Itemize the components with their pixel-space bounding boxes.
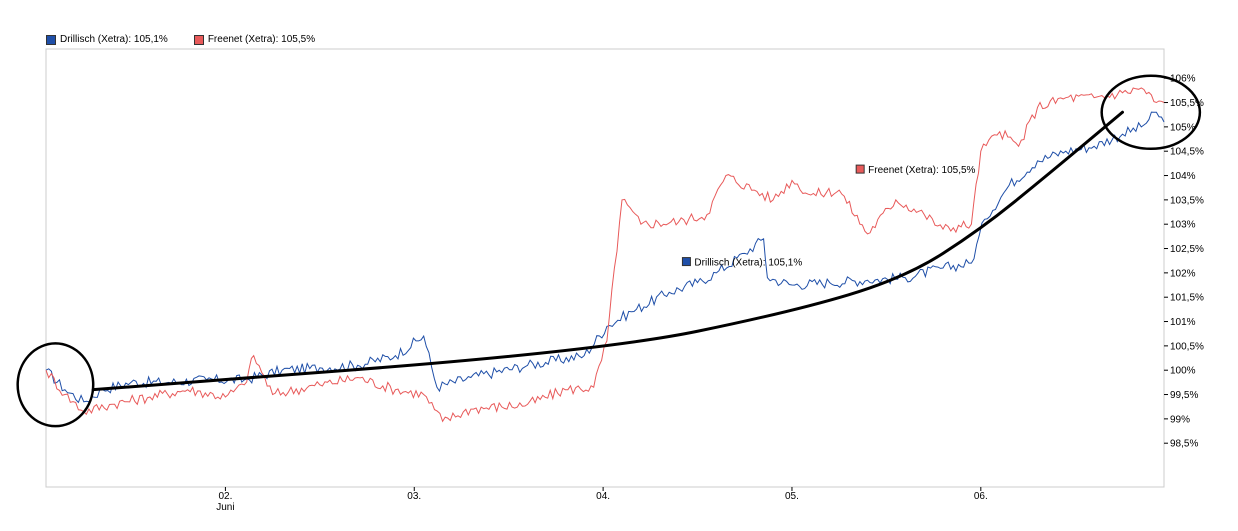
- inline-label-swatch: [681, 257, 691, 267]
- legend-entry-freenet[interactable]: Freenet (Xetra): 105,5%: [193, 34, 316, 45]
- series-group: [45, 87, 1165, 423]
- y-axis: 106% 105,5% 105% 104,5% 104% 103,5% 103% 102,5%…: [1164, 74, 1204, 450]
- inline-labels: Freenet (Xetra): 105,5% Drillisch (Xetra)…: [681, 164, 976, 269]
- annotation-group: [16, 74, 1202, 428]
- y-tick-label: 102%: [1170, 268, 1196, 279]
- inline-label-swatch: [855, 164, 865, 174]
- circle-annotation: [16, 342, 95, 428]
- y-tick-label: 106%: [1170, 74, 1196, 85]
- legend-entry-drillisch[interactable]: Drillisch (Xetra): 105,1%: [46, 34, 168, 45]
- y-tick-label: 99,5%: [1170, 390, 1198, 401]
- legend-swatch-drillisch: [46, 34, 56, 45]
- y-tick-label: 101%: [1170, 317, 1196, 328]
- x-tick-label: 06.: [974, 491, 988, 502]
- y-tick-label: 101,5%: [1170, 293, 1204, 304]
- series-line-drillisch: [45, 111, 1165, 404]
- trend-curve-annotation: [91, 110, 1124, 392]
- x-tick-label: 05.: [785, 491, 799, 502]
- y-tick-label: 104%: [1170, 171, 1196, 182]
- y-tick-label: 104,5%: [1170, 147, 1204, 158]
- inline-series-label: Freenet (Xetra): 105,5%: [868, 165, 975, 176]
- y-tick-label: 103%: [1170, 220, 1196, 231]
- y-tick-label: 100%: [1170, 366, 1196, 377]
- series-line-freenet: [45, 87, 1165, 423]
- plot-area: [45, 48, 1165, 488]
- x-tick-label: 03.: [407, 491, 421, 502]
- y-tick-label: 98,5%: [1170, 439, 1198, 450]
- legend-label-freenet: Freenet (Xetra): 105,5%: [207, 34, 316, 45]
- y-tick-label: 102,5%: [1170, 244, 1204, 255]
- y-tick-label: 103,5%: [1170, 195, 1204, 206]
- y-tick-label: 105%: [1170, 122, 1196, 133]
- inline-series-label: Drillisch (Xetra): 105,1%: [694, 258, 802, 269]
- y-tick-label: 99%: [1170, 414, 1190, 425]
- x-axis: 02. 03. 04. 05. 06. Juni: [216, 487, 988, 513]
- legend: Drillisch (Xetra): 105,1% Freenet (Xetra…: [46, 34, 315, 45]
- y-tick-label: 100,5%: [1170, 341, 1204, 352]
- x-tick-label: 02.: [218, 491, 232, 502]
- y-tick-label: 105,5%: [1170, 98, 1204, 109]
- legend-label-drillisch: Drillisch (Xetra): 105,1%: [60, 34, 168, 45]
- x-tick-sublabel: Juni: [216, 502, 234, 513]
- circle-annotation: [1100, 74, 1202, 151]
- x-tick-label: 04.: [596, 491, 610, 502]
- legend-swatch-freenet: [193, 34, 204, 45]
